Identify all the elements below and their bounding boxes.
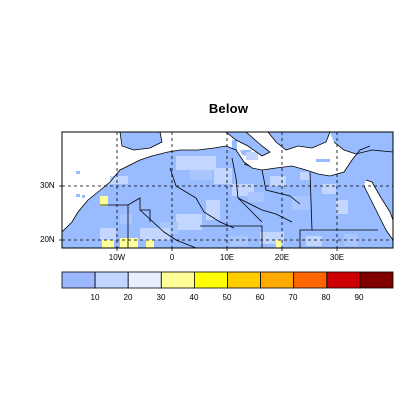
colorbar-swatch — [127, 271, 162, 289]
value-patch-yellow — [146, 240, 154, 248]
value-patch-blue — [248, 192, 264, 202]
value-patch-blue — [206, 200, 220, 220]
colorbar-label: 50 — [222, 293, 232, 302]
value-patch-blue — [190, 170, 212, 180]
colorbar-label: 40 — [189, 293, 199, 302]
colorbar-label: 60 — [255, 293, 265, 302]
lon-label-0: 0 — [169, 253, 175, 262]
lon-label-20e: 20E — [274, 253, 290, 262]
value-patch-blue — [336, 200, 348, 214]
canary-island — [82, 195, 85, 198]
lon-label-30e: 30E — [329, 253, 345, 262]
value-patch-blue — [230, 236, 248, 246]
land-europe-italy — [226, 132, 270, 156]
colorbar-label: 90 — [354, 293, 364, 302]
colorbar — [61, 271, 394, 289]
lat-label-20n: 20N — [40, 235, 55, 244]
value-patch-blue — [120, 214, 132, 224]
colorbar-swatch — [293, 271, 328, 289]
value-patch-blue — [176, 156, 216, 170]
value-patch-yellow — [100, 196, 108, 206]
value-patch-blue — [300, 172, 310, 180]
colorbar-swatch — [227, 271, 261, 289]
value-patch-blue — [322, 184, 336, 194]
value-patch-blue — [100, 228, 116, 240]
colorbar-swatch — [359, 271, 394, 289]
map-frame — [61, 131, 394, 249]
colorbar-swatch — [260, 271, 295, 289]
colorbar-swatch — [193, 271, 228, 289]
colorbar-label: 30 — [156, 293, 166, 302]
value-patch-blue — [306, 236, 322, 246]
land-europe-iberia — [120, 132, 162, 150]
colorbar-swatch — [94, 271, 129, 289]
colorbar-label: 70 — [288, 293, 298, 302]
lon-label-10e: 10E — [219, 253, 235, 262]
lon-label-10w: 10W — [108, 253, 126, 262]
land-sardinia — [232, 140, 237, 150]
colorbar-label: 80 — [321, 293, 331, 302]
land-turkey — [330, 132, 393, 154]
value-patch-yellow — [102, 240, 114, 248]
colorbar-swatch — [61, 271, 96, 289]
country-borders — [62, 132, 393, 248]
colorbar-label: 10 — [90, 293, 100, 302]
value-patch-blue — [246, 152, 258, 160]
value-patch-yellow — [276, 240, 282, 248]
value-patch-blue — [110, 176, 128, 184]
value-patch-yellow — [120, 238, 138, 248]
value-patch-blue — [292, 196, 310, 210]
red-sea — [364, 180, 393, 240]
map-title: Below — [208, 101, 249, 116]
land-crete — [316, 159, 330, 162]
land-cyprus — [354, 157, 362, 161]
value-patch-blue — [140, 228, 170, 240]
value-patch-blue — [176, 214, 202, 230]
value-patch-blue — [270, 176, 286, 186]
land-europe-balkans — [268, 132, 330, 150]
lat-label-30n: 30N — [40, 181, 55, 190]
tick-marks — [59, 185, 338, 251]
colorbar-label: 20 — [123, 293, 133, 302]
colorbar-swatch — [326, 271, 361, 289]
madeira-island — [76, 171, 80, 174]
value-patch-blue — [214, 168, 232, 184]
colorbar-swatch — [160, 271, 195, 289]
graticule — [62, 132, 393, 248]
canary-island — [76, 194, 80, 197]
